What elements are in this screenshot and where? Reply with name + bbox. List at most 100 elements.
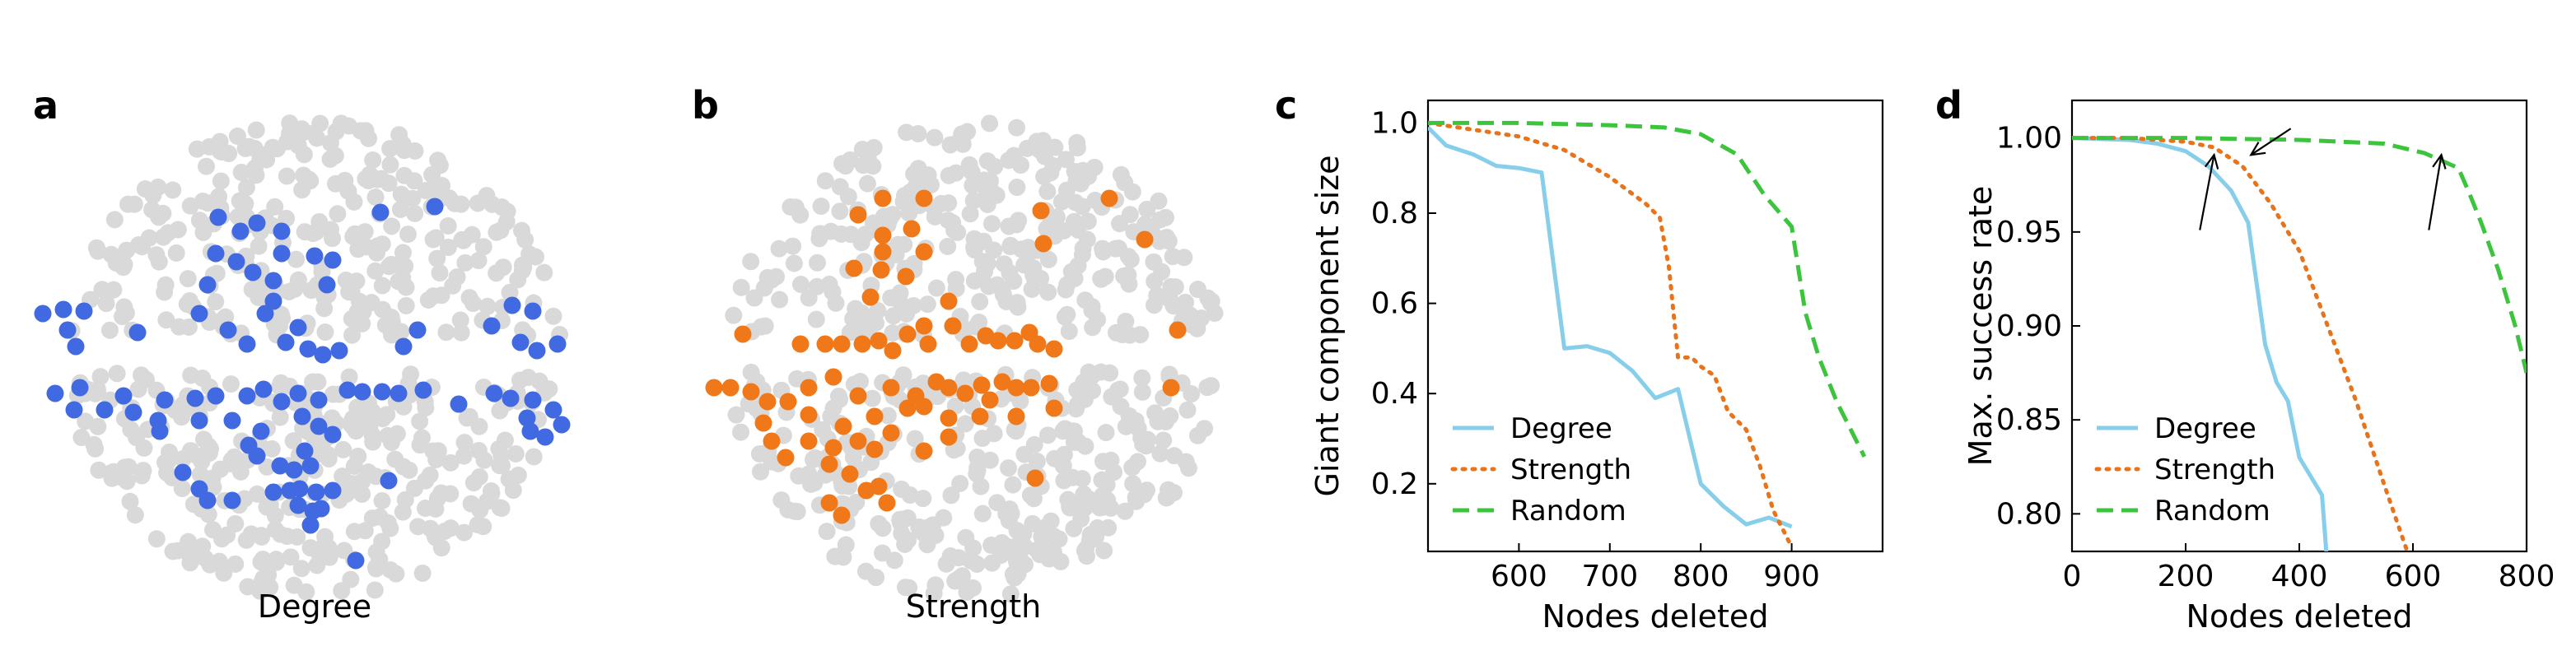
network-node [444,277,462,295]
network-node [770,239,788,258]
legend-label-strength: Strength [1510,453,1631,486]
network-node-highlighted [872,261,890,279]
network-node [399,226,417,244]
network-node [1083,301,1101,319]
network-node [462,495,480,513]
network-node [295,146,313,164]
network-node [947,164,965,182]
network-node [978,185,996,203]
network-node-highlighted [310,391,328,409]
network-node-highlighted [882,379,900,397]
network-node [394,244,412,262]
series-line-strength [1428,120,1794,550]
network-node-highlighted [264,483,282,501]
chart-d-xlabel: Nodes deleted [2186,598,2413,635]
network-node-highlighted [870,477,888,495]
network-node-highlighted [1034,235,1052,253]
network-node-highlighted [264,272,282,290]
network-node [1136,216,1155,234]
network-node [278,167,296,185]
chart-d-ylabel: Max. success rate [1962,186,1999,467]
network-node [322,221,340,239]
network-node [417,472,435,490]
network-node [1004,476,1022,494]
network-node [348,303,366,321]
network-node-highlighted [779,393,797,411]
network-node [1046,138,1064,156]
network-node [364,151,382,169]
network-node-highlighted [849,432,867,450]
network-node-highlighted [71,379,89,397]
network-node [200,444,218,462]
network-node [386,450,404,468]
network-node-highlighted [273,393,291,411]
network-node [504,481,522,500]
network-node [455,523,474,542]
network-node [311,114,329,133]
network-node-highlighted [256,305,274,323]
network-node [339,117,357,135]
network-node [254,146,273,165]
network-node [919,166,937,184]
network-node [167,244,185,262]
network-node [870,514,888,532]
network-node [469,252,488,270]
network-node-highlighted [800,406,818,424]
network-node [1078,230,1096,249]
network-node [248,485,266,503]
network-node [831,202,849,221]
network-node [102,245,120,263]
network-node [812,198,830,216]
network-node-highlighted [971,407,989,425]
annotation-arrowhead [2204,152,2219,170]
network-node-highlighted [75,302,93,320]
network-node [1094,239,1112,258]
network-node-highlighted [1169,321,1187,339]
network-node-highlighted [330,342,348,360]
x-tick-label: 600 [1491,560,1547,593]
network-node-highlighted [882,424,900,442]
network-node [904,296,922,314]
network-node-highlighted [408,321,427,339]
network-node [411,412,429,430]
network-node [97,295,115,313]
network-node-highlighted [834,417,852,435]
network-node-highlighted [209,208,227,226]
network-node-highlighted [299,340,317,358]
network-node [1001,263,1019,281]
network-node [742,253,760,271]
network-node-highlighted [190,412,208,430]
network-node [947,280,965,298]
network-node [1050,530,1068,548]
network-node-highlighted [174,463,192,481]
network-node-highlighted [524,391,542,409]
network-node-highlighted [414,381,432,399]
network-node-highlighted [853,335,871,353]
network-node [1097,424,1115,442]
network-node [1040,550,1058,568]
network-node-highlighted [824,368,842,386]
network-node [1111,215,1129,233]
network-node [954,371,973,389]
network-node-highlighted [1026,469,1044,487]
y-tick-label: 0.8 [1371,197,1418,230]
network-node [863,389,881,407]
network-node-highlighted [1022,379,1040,397]
network-node [455,434,474,452]
x-tick-label: 600 [2385,560,2442,593]
network-node [893,480,911,498]
network-node [133,467,151,485]
network-node-highlighted [223,491,241,509]
network-node [927,279,945,297]
legend-label-random: Random [2154,495,2270,528]
network-node [180,532,198,551]
panel-b-caption: Strength [906,588,1041,625]
network-node [387,565,405,583]
network-node [1192,309,1211,328]
network-node [154,228,172,246]
network-node-highlighted [248,447,266,465]
network-node-highlighted [231,222,250,240]
network-node [429,151,447,170]
network-node-highlighted [874,226,892,244]
network-node [156,276,175,294]
